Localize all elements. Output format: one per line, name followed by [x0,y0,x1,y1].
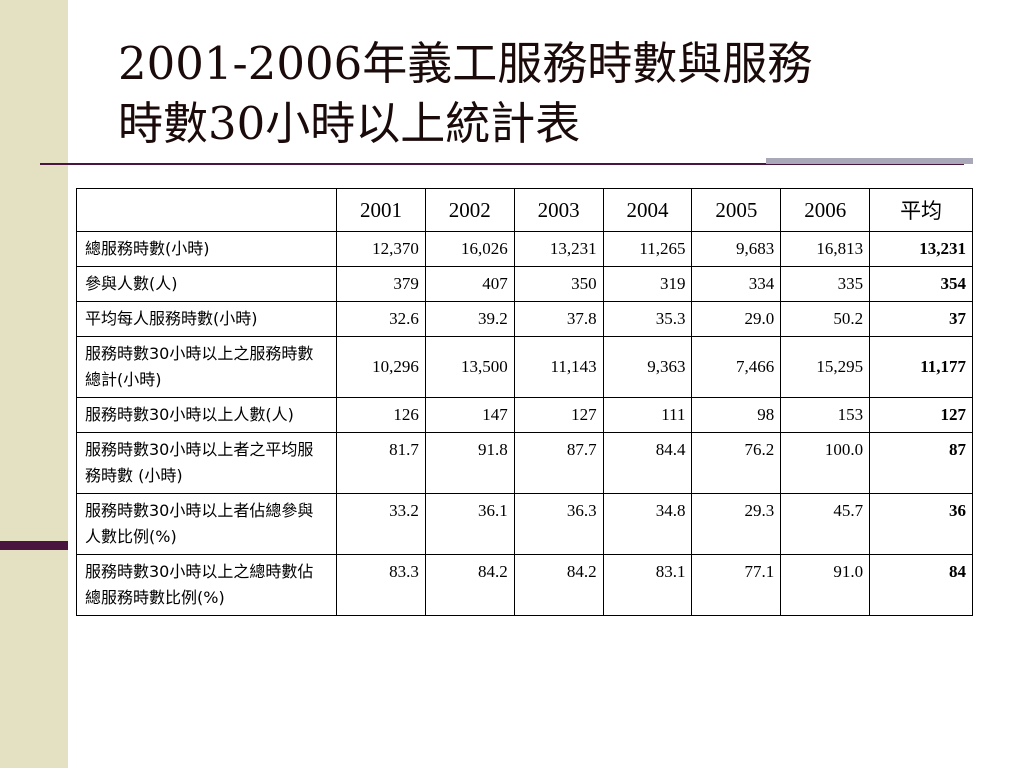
table-cell: 153 [780,397,871,433]
table-cell: 335 [780,266,871,302]
table-cell: 407 [424,266,515,302]
row-label: 總服務時數(小時) [75,231,338,267]
table-cell: 126 [336,397,426,433]
header-corner [75,188,338,232]
table-cell: 12,370 [336,231,426,267]
table-cell: 111 [602,397,693,433]
table-cell: 7,466 [691,336,782,398]
table-cell: 16,813 [780,231,871,267]
table-cell: 77.1 [691,554,782,616]
average-cell: 11,177 [869,336,973,398]
table-cell: 319 [602,266,693,302]
slide-title-line-1: 2001-2006年義工服務時數與服務 [118,37,813,90]
average-cell: 37 [869,301,973,337]
average-cell: 36 [869,493,973,555]
table-row: 服務時數30小時以上者佔總參與人數比例(%) 33.2 36.1 36.3 34.8 29… [75,493,973,555]
left-accent-bar [0,541,68,550]
table-cell: 16,026 [424,231,515,267]
table-row: 服務時數30小時以上者之平均服務時數 (小時) 81.7 91.8 87.7 84.4 7… [75,432,973,494]
left-decor-band [0,0,68,768]
table-cell: 34.8 [602,493,693,555]
table-cell: 39.2 [424,301,515,337]
slide-title-line-2: 時數30小時以上統計表 [118,97,581,150]
table-row: 總服務時數(小時) 12,370 16,026 13,231 11,265 9,683 16… [75,231,973,267]
row-label: 服務時數30小時以上者佔總參與人數比例(%) [75,493,338,555]
table-cell: 29.0 [691,301,782,337]
table-cell: 13,500 [424,336,515,398]
header-year: 2006 [780,188,871,232]
table-row: 平均每人服務時數(小時) 32.6 39.2 37.8 35.3 29.0 50.2 37 [75,301,973,337]
table-row: 參與人數(人) 379 407 350 319 334 335 354 [75,266,973,302]
table-header-row: 2001 2002 2003 2004 2005 2006 平均 [75,188,973,232]
table-row: 服務時數30小時以上之服務時數總計(小時) 10,296 13,500 11,143 9… [75,336,973,398]
average-cell: 13,231 [869,231,973,267]
header-average: 平均 [869,188,973,232]
slide-title: 2001-2006年義工服務時數與服務 時數30小時以上統計表 [118,34,998,154]
table-cell: 36.1 [424,493,515,555]
average-cell: 84 [869,554,973,616]
table-cell: 81.7 [336,432,426,494]
header-year: 2001 [336,188,426,232]
table-cell: 35.3 [602,301,693,337]
header-year: 2002 [424,188,515,232]
table-cell: 11,143 [513,336,604,398]
table-cell: 50.2 [780,301,871,337]
table-cell: 147 [424,397,515,433]
table-cell: 127 [513,397,604,433]
average-cell: 87 [869,432,973,494]
table-cell: 13,231 [513,231,604,267]
table-cell: 15,295 [780,336,871,398]
table-cell: 91.8 [424,432,515,494]
table-cell: 83.1 [602,554,693,616]
row-label: 服務時數30小時以上之服務時數總計(小時) [75,336,338,398]
average-cell: 127 [869,397,973,433]
stats-table: 2001 2002 2003 2004 2005 2006 平均 總服務時數(小… [75,188,973,616]
header-year: 2004 [602,188,693,232]
table-cell: 76.2 [691,432,782,494]
corner-decor-bar [766,158,973,164]
header-year: 2005 [691,188,782,232]
header-year: 2003 [513,188,604,232]
table-row: 服務時數30小時以上人數(人) 126 147 127 111 98 153 127 [75,397,973,433]
table-cell: 84.2 [513,554,604,616]
table-cell: 379 [336,266,426,302]
table-cell: 84.4 [602,432,693,494]
table-cell: 100.0 [780,432,871,494]
average-cell: 354 [869,266,973,302]
table-cell: 98 [691,397,782,433]
table-cell: 37.8 [513,301,604,337]
table-cell: 334 [691,266,782,302]
table-cell: 32.6 [336,301,426,337]
table-cell: 91.0 [780,554,871,616]
table-cell: 36.3 [513,493,604,555]
table-cell: 29.3 [691,493,782,555]
table-cell: 9,363 [602,336,693,398]
table-cell: 84.2 [424,554,515,616]
table-row: 服務時數30小時以上之總時數佔總服務時數比例(%) 83.3 84.2 84.2 83.… [75,554,973,616]
table-cell: 45.7 [780,493,871,555]
row-label: 服務時數30小時以上者之平均服務時數 (小時) [75,432,338,494]
table-cell: 10,296 [336,336,426,398]
table-body: 總服務時數(小時) 12,370 16,026 13,231 11,265 9,683 16… [75,231,973,616]
table-cell: 11,265 [602,231,693,267]
table-cell: 33.2 [336,493,426,555]
table-cell: 83.3 [336,554,426,616]
table-cell: 350 [513,266,604,302]
table-cell: 9,683 [691,231,782,267]
row-label: 參與人數(人) [75,266,338,302]
table-cell: 87.7 [513,432,604,494]
title-divider [40,163,964,165]
row-label: 服務時數30小時以上人數(人) [75,397,338,433]
row-label: 平均每人服務時數(小時) [75,301,338,337]
row-label: 服務時數30小時以上之總時數佔總服務時數比例(%) [75,554,338,616]
